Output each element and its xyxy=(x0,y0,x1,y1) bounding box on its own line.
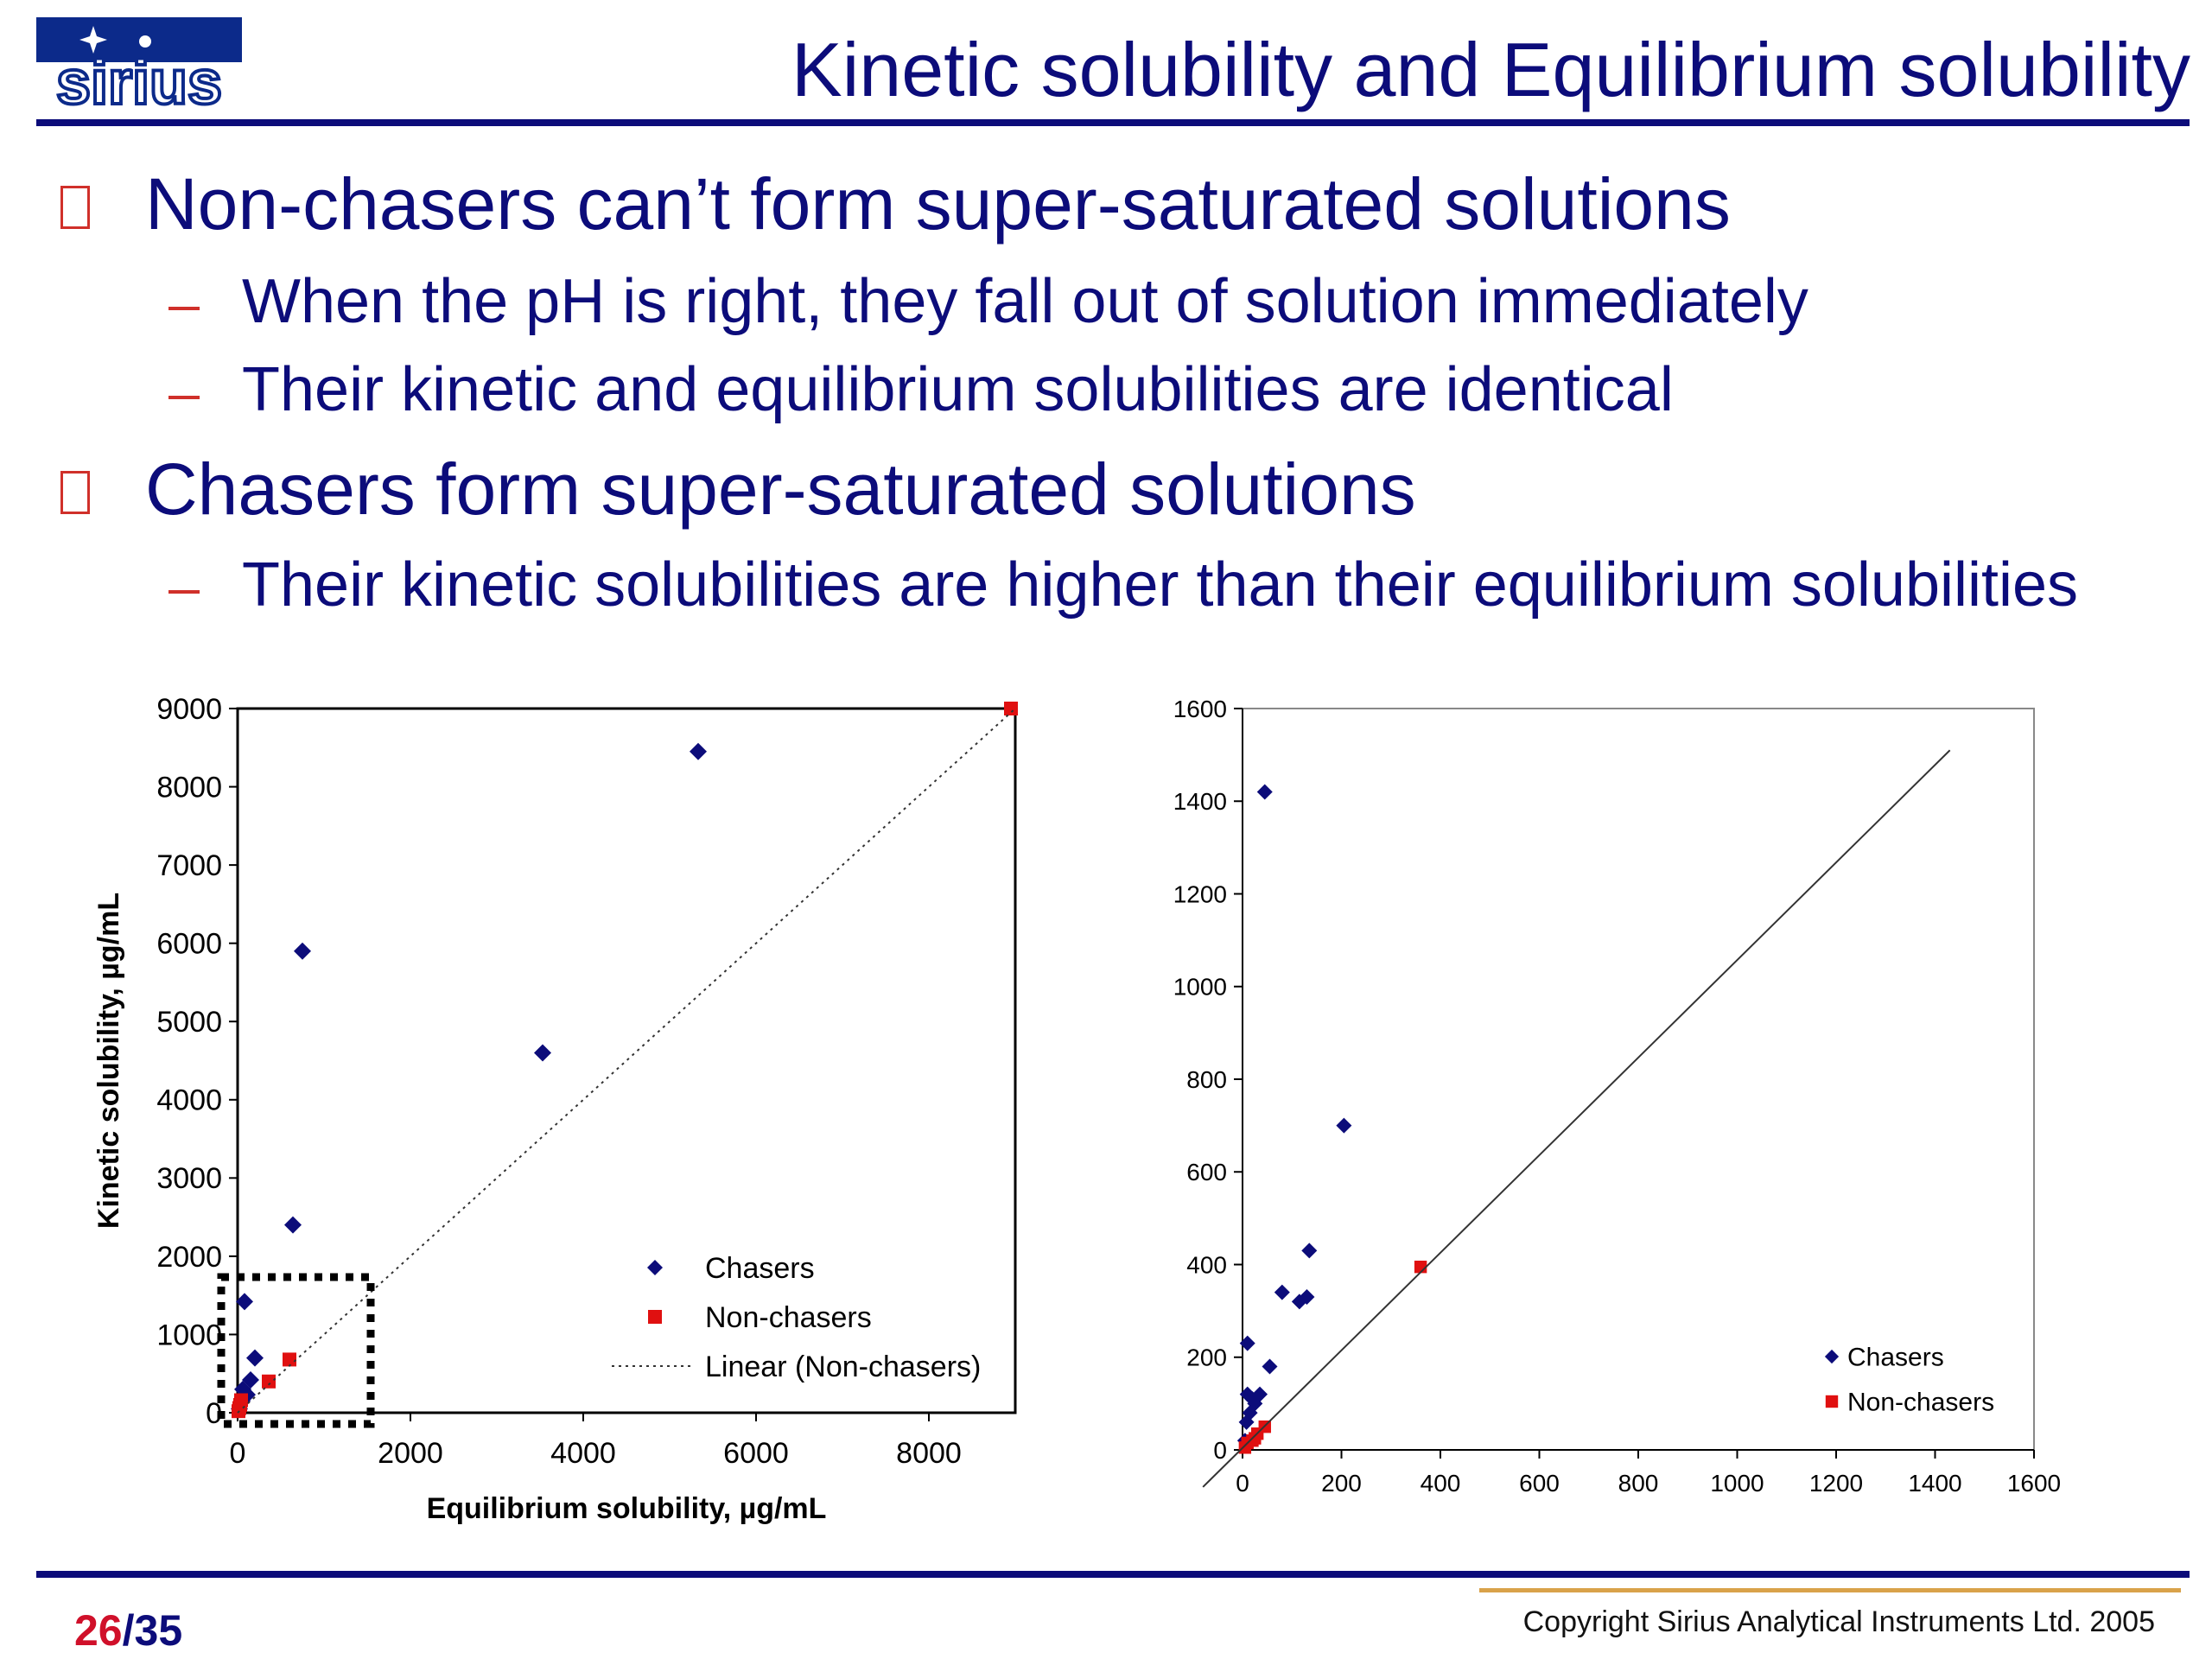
non-chasers-point xyxy=(262,1374,276,1389)
legend: Chasers Non-chasers Linear (Non-chasers) xyxy=(612,1252,981,1383)
x-tick-label: 1200 xyxy=(1809,1470,1863,1497)
sirius-logo: sirius xyxy=(36,17,242,119)
y-tick-label: 800 xyxy=(1186,1066,1227,1093)
y-tick-label: 400 xyxy=(1186,1251,1227,1278)
x-tick-label: 800 xyxy=(1618,1470,1659,1497)
bullet-box-icon xyxy=(60,186,90,229)
y-tick-label: 1200 xyxy=(1173,880,1227,907)
legend-non-chasers-marker xyxy=(648,1310,662,1324)
chasers-point xyxy=(1256,784,1273,800)
x-tick-label: 0 xyxy=(1236,1470,1249,1497)
legend-chasers-marker xyxy=(1824,1349,1840,1364)
non-chasers-point xyxy=(1004,702,1018,715)
zoom-region-box xyxy=(217,1273,375,1428)
y-tick-label: 3000 xyxy=(156,1162,222,1195)
plot-area xyxy=(1242,708,2035,1451)
chasers-point xyxy=(246,1349,264,1367)
chasers-point xyxy=(1301,1243,1318,1259)
chasers-point xyxy=(1274,1284,1290,1300)
trend-line xyxy=(237,708,1016,1414)
chasers-point xyxy=(242,1370,259,1389)
x-tick-label: 1600 xyxy=(2007,1470,2061,1497)
chasers-point xyxy=(1239,1335,1255,1351)
page-separator: / xyxy=(122,1606,135,1655)
sub-bullet-higher: Their kinetic solubilities are higher th… xyxy=(242,550,2079,620)
y-tick-label: 0 xyxy=(1213,1437,1227,1464)
legend-non-chasers-marker xyxy=(1825,1395,1839,1408)
chasers-point xyxy=(1336,1117,1352,1134)
x-tick-label: 600 xyxy=(1519,1470,1560,1497)
y-tick-label: 2000 xyxy=(156,1241,222,1274)
non-chasers-point xyxy=(234,1393,248,1408)
legend-label: Chasers xyxy=(705,1252,815,1285)
x-tick-label: 1400 xyxy=(1908,1470,1961,1497)
y-axis-label: Kinetic solubility, µg/mL xyxy=(92,893,125,1229)
chasers-point xyxy=(1252,1386,1268,1402)
x-tick-label: 400 xyxy=(1421,1470,1461,1497)
y-tick-label: 200 xyxy=(1186,1344,1227,1371)
y-tick-label: 7000 xyxy=(156,849,222,882)
x-tick-label: 200 xyxy=(1321,1470,1362,1497)
bullet-box-icon xyxy=(60,471,90,514)
page-title: Kinetic solubility and Equilibrium solub… xyxy=(791,27,2190,112)
copyright: Copyright Sirius Analytical Instruments … xyxy=(1522,1605,2155,1638)
chasers-point xyxy=(294,942,311,960)
logo-text: sirius xyxy=(56,48,222,108)
y-tick-label: 6000 xyxy=(156,928,222,961)
sub-bullet-dash-icon xyxy=(168,396,200,399)
y-tick-label: 1600 xyxy=(1173,696,1227,722)
sub-bullet-dash-icon xyxy=(168,590,200,594)
trend-line xyxy=(1202,749,1951,1488)
page-number: 26/35 xyxy=(74,1605,182,1656)
sub-bullet-identical: Their kinetic and equilibrium solubiliti… xyxy=(242,355,1674,424)
chasers-point xyxy=(284,1216,302,1234)
y-tick-label: 1400 xyxy=(1173,788,1227,815)
legend-label: Chasers xyxy=(1847,1344,1944,1372)
page-current: 26 xyxy=(74,1606,123,1655)
header-rule xyxy=(36,119,2190,126)
legend-label: Non-chasers xyxy=(1847,1389,1994,1417)
chart-right: 0 200 400 600 800 1000 1200 1400 1600 0 200 400 600 8… xyxy=(1173,696,2061,1497)
legend: Chasers Non-chasers xyxy=(1824,1344,1994,1417)
y-tick-label: 9000 xyxy=(156,693,222,726)
y-tick-label: 1000 xyxy=(1173,974,1227,1001)
y-tick-label: 5000 xyxy=(156,1006,222,1039)
x-tick-label: 0 xyxy=(230,1437,246,1470)
chasers-point xyxy=(1262,1358,1278,1375)
x-tick-label: 6000 xyxy=(723,1437,789,1470)
chasers-point xyxy=(1299,1289,1315,1306)
y-tick-label: 0 xyxy=(206,1397,222,1430)
footer-rule xyxy=(36,1571,2190,1578)
footer-accent-rule xyxy=(1479,1588,2181,1592)
chart-left: 0 2000 4000 6000 8000 0 1000 2000 3000 4000 5000 60… xyxy=(92,693,1018,1525)
legend-label: Linear (Non-chasers) xyxy=(705,1351,981,1383)
y-tick-label: 600 xyxy=(1186,1159,1227,1185)
x-tick-label: 2000 xyxy=(378,1437,443,1470)
legend-chasers-marker xyxy=(647,1260,663,1275)
sub-bullet-dash-icon xyxy=(168,307,200,310)
chasers-point xyxy=(690,742,707,760)
y-tick-label: 1000 xyxy=(156,1319,222,1351)
page-total: 35 xyxy=(134,1606,183,1655)
sub-bullet-ph: When the pH is right, they fall out of s… xyxy=(242,267,1808,336)
sirius-logo-graphic: sirius xyxy=(36,17,242,119)
y-tick-label: 4000 xyxy=(156,1084,222,1117)
x-tick-label: 8000 xyxy=(896,1437,962,1470)
y-tick-label: 8000 xyxy=(156,771,222,804)
bullet-chasers: Chasers form super-saturated solutions xyxy=(145,448,1416,530)
x-tick-label: 4000 xyxy=(550,1437,616,1470)
x-tick-label: 1000 xyxy=(1710,1470,1764,1497)
non-chasers-point xyxy=(283,1352,296,1367)
chasers-point xyxy=(236,1293,253,1311)
bullet-non-chasers: Non-chasers can’t form super-saturated s… xyxy=(145,163,1731,245)
x-axis-label: Equilibrium solubility, µg/mL xyxy=(427,1492,827,1525)
chasers-point xyxy=(534,1044,551,1062)
legend-label: Non-chasers xyxy=(705,1301,872,1334)
